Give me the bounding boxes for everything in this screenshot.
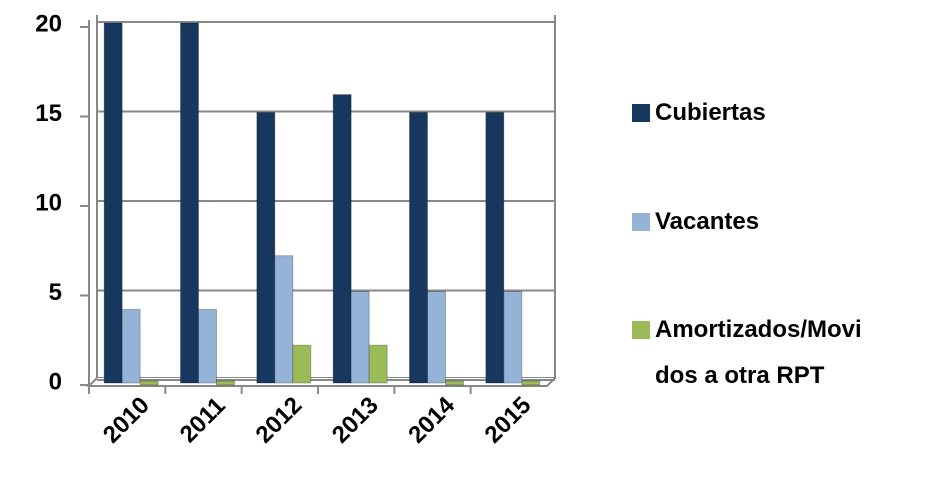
bar [216, 380, 235, 386]
legend-label: Amortizados/Movidos a otra RPT [655, 316, 862, 389]
x-tick-label: 2012 [251, 392, 308, 449]
bar [274, 255, 294, 384]
bar [485, 112, 505, 384]
y-tick-label: 10 [35, 189, 62, 216]
y-tick-label: 5 [49, 279, 62, 306]
bar [139, 380, 159, 386]
legend-swatch [632, 104, 650, 122]
x-tick-label: 2010 [98, 392, 155, 449]
bar [445, 380, 464, 386]
bar [427, 291, 446, 384]
bar [521, 380, 541, 386]
legend-swatch [632, 213, 650, 231]
legend-label: Cubiertas [655, 99, 766, 126]
bar [332, 94, 352, 384]
y-tick-label: 15 [35, 100, 62, 127]
bar [292, 344, 312, 384]
x-tick-label: 2013 [327, 392, 384, 449]
x-tick-label: 2015 [480, 392, 537, 449]
x-tick-label: 2011 [175, 392, 231, 448]
bar [350, 291, 370, 384]
bar [180, 22, 199, 384]
bar [198, 308, 217, 384]
bar [368, 344, 388, 384]
y-tick-label: 20 [35, 10, 62, 37]
y-tick-label: 0 [49, 368, 62, 395]
bar [103, 22, 123, 384]
bar [409, 112, 428, 384]
bar [256, 112, 276, 384]
bar [503, 291, 523, 384]
bar [121, 308, 141, 384]
x-tick-label: 2014 [403, 391, 460, 448]
legend-swatch [632, 321, 650, 339]
legend-label: Vacantes [655, 208, 760, 235]
